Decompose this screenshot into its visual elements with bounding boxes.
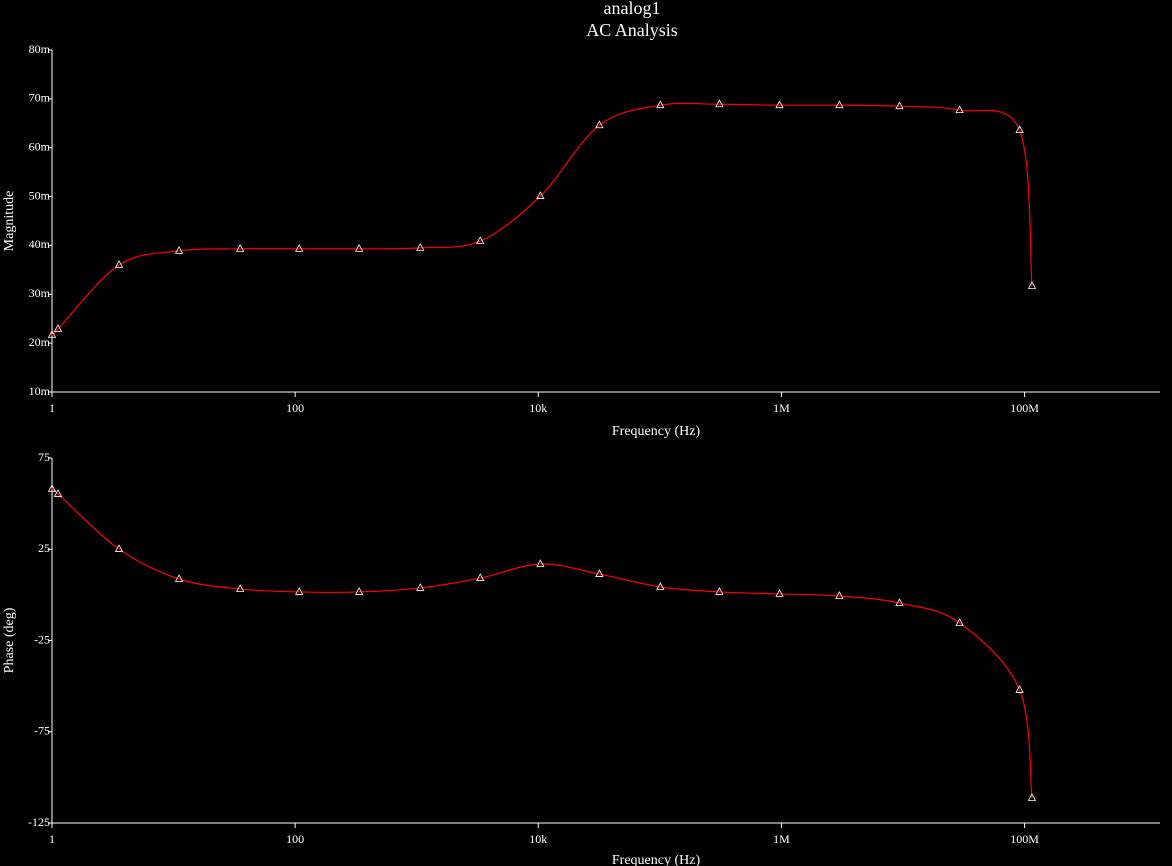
point-marker: [1027, 793, 1037, 801]
y-tick-label: 10m: [29, 384, 51, 398]
x-tick-label: 100: [286, 832, 304, 846]
point-marker: [354, 244, 364, 252]
point-marker: [955, 105, 964, 113]
point-marker: [1015, 125, 1024, 134]
chart-subtitle: AC Analysis: [586, 20, 678, 40]
point-marker: [235, 584, 245, 592]
point-marker: [895, 101, 904, 110]
point-marker: [416, 243, 425, 251]
series-line: [50, 102, 1033, 337]
point-marker: [835, 591, 844, 599]
y-tick-label: 25: [38, 541, 50, 555]
y-tick-label: 20m: [29, 335, 51, 349]
point-marker: [595, 120, 604, 129]
y-tick-label: -25: [34, 632, 50, 646]
point-marker: [715, 99, 724, 108]
point-marker: [295, 587, 304, 595]
x-tick-label: 1M: [773, 401, 790, 415]
point-marker: [1027, 281, 1037, 289]
x-tick-label: 1: [49, 401, 55, 415]
x-tick-label: 10k: [529, 401, 547, 415]
x-tick-label: 100M: [1010, 832, 1039, 846]
point-marker: [536, 191, 545, 199]
point-marker: [1015, 685, 1024, 693]
point-marker: [595, 569, 604, 577]
x-tick-label: 100: [286, 401, 304, 415]
point-marker: [476, 573, 485, 581]
point-marker: [47, 484, 57, 492]
point-marker: [47, 329, 57, 338]
point-marker: [656, 582, 665, 590]
point-marker: [835, 100, 844, 109]
point-marker: [416, 583, 425, 591]
y-axis-label: Phase (deg): [2, 607, 17, 673]
point-marker: [955, 618, 964, 626]
x-tick-label: 100M: [1010, 401, 1039, 415]
point-marker: [354, 587, 364, 595]
y-tick-label: 30m: [29, 286, 51, 300]
y-axis-label: Magnitude: [2, 191, 17, 252]
point-marker: [775, 589, 784, 597]
y-tick-label: -75: [34, 724, 50, 738]
y-tick-label: 80m: [29, 42, 51, 56]
point-marker: [174, 574, 184, 582]
point-marker: [775, 100, 784, 109]
x-tick-label: 1M: [773, 832, 790, 846]
point-marker: [295, 244, 304, 252]
point-marker: [114, 544, 124, 552]
series-line: [50, 487, 1033, 799]
point-marker: [53, 324, 63, 332]
y-tick-label: 70m: [29, 91, 51, 105]
point-marker: [235, 244, 245, 252]
point-marker: [53, 489, 63, 497]
x-axis-label: Frequency (Hz): [612, 424, 701, 439]
y-tick-label: 60m: [29, 139, 51, 153]
point-marker: [174, 245, 184, 254]
point-marker: [536, 559, 545, 567]
chart-title: analog1: [604, 0, 661, 18]
y-tick-label: 50m: [29, 188, 51, 202]
x-tick-label: 10k: [529, 832, 547, 846]
x-axis-label: Frequency (Hz): [612, 853, 701, 866]
y-tick-label: 75: [38, 450, 50, 464]
point-marker: [656, 100, 665, 109]
point-marker: [895, 598, 904, 606]
x-tick-label: 1: [49, 832, 55, 846]
point-marker: [476, 236, 485, 244]
point-marker: [114, 260, 124, 268]
point-marker: [715, 587, 724, 595]
y-tick-label: -125: [28, 815, 50, 829]
y-tick-label: 40m: [29, 237, 51, 251]
